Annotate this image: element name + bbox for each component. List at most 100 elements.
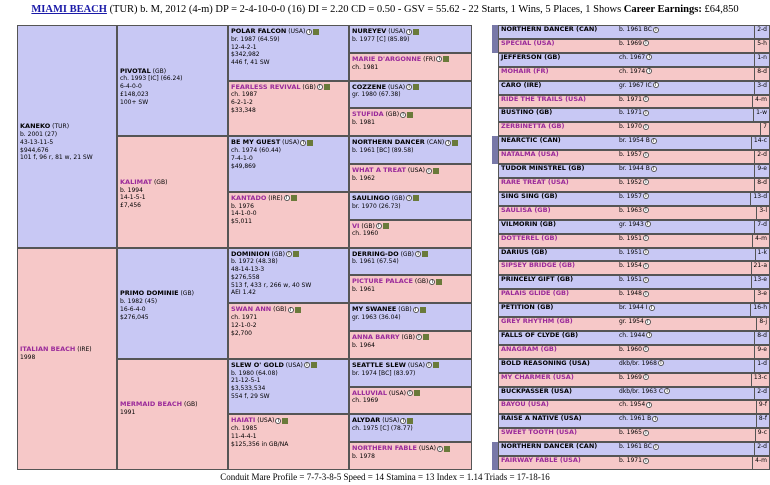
ancestor-name-link[interactable]: ANNA BARRY — [352, 332, 400, 341]
ancestor-name-link[interactable]: NUREYEV — [352, 27, 387, 35]
info-icon[interactable]: i — [642, 276, 649, 283]
video-icon[interactable] — [432, 167, 439, 174]
info-icon[interactable]: i — [657, 360, 664, 367]
ancestor-name-link[interactable]: ZERBINETTA (GB) — [501, 122, 565, 131]
info-icon[interactable]: i — [642, 249, 649, 255]
video-icon[interactable] — [414, 390, 420, 397]
info-icon[interactable]: i — [400, 111, 407, 118]
video-icon[interactable] — [282, 417, 289, 424]
ancestor-name-link[interactable]: RARE TREAT (USA) — [501, 177, 569, 186]
info-icon[interactable]: i — [400, 417, 407, 424]
info-icon[interactable]: i — [306, 28, 313, 35]
info-icon[interactable]: i — [642, 235, 649, 242]
video-icon[interactable] — [293, 251, 299, 257]
ancestor-name-link[interactable]: MOHAIR (FR) — [501, 66, 549, 75]
info-icon[interactable]: i — [644, 318, 651, 325]
ancestor-name-link[interactable]: POLAR FALCON — [231, 27, 287, 35]
info-icon[interactable]: i — [642, 374, 649, 381]
info-icon[interactable]: i — [652, 415, 659, 422]
info-icon[interactable]: i — [286, 251, 292, 257]
info-icon[interactable]: i — [412, 306, 419, 313]
ancestor-name-link[interactable]: MY SWANEE — [352, 305, 397, 314]
video-icon[interactable] — [310, 362, 317, 369]
video-icon[interactable] — [382, 223, 389, 230]
info-icon[interactable]: i — [642, 109, 649, 116]
info-icon[interactable]: i — [642, 429, 649, 436]
ancestor-name-link[interactable]: FALLS OF CLYDE (GB) — [501, 330, 579, 339]
ancestor-name-link[interactable]: MERMAID BEACH — [120, 400, 183, 409]
ancestor-name-link[interactable]: RAISE A NATIVE (USA) — [501, 414, 582, 423]
ancestor-name-link[interactable]: MARIE D'ARGONNE — [352, 54, 422, 63]
ancestor-name-link[interactable]: SEATTLE SLEW — [352, 360, 406, 369]
info-icon[interactable]: i — [650, 137, 657, 144]
info-icon[interactable]: i — [283, 195, 290, 202]
info-icon[interactable]: i — [652, 82, 659, 89]
video-icon[interactable] — [313, 28, 320, 35]
ancestor-name-link[interactable]: JEFFERSON (GB) — [501, 52, 561, 61]
info-icon[interactable]: i — [303, 362, 310, 369]
info-icon[interactable]: i — [406, 28, 413, 35]
video-icon[interactable] — [407, 111, 414, 118]
ancestor-name-link[interactable]: DERRING-DO — [352, 249, 399, 258]
info-icon[interactable]: i — [642, 179, 649, 186]
ancestor-name-link[interactable]: NATALMA (USA) — [501, 150, 559, 159]
info-icon[interactable]: i — [425, 167, 432, 174]
ancestor-name-link[interactable]: NORTHERN DANCER (CAN) — [501, 25, 598, 33]
video-icon[interactable] — [407, 417, 414, 424]
info-icon[interactable]: i — [445, 139, 452, 146]
ancestor-name-link[interactable]: PRINCELY GIFT (GB) — [501, 275, 574, 284]
ancestor-name-link[interactable]: HAIATI — [231, 416, 256, 425]
video-icon[interactable] — [419, 306, 426, 313]
info-icon[interactable]: i — [436, 445, 443, 452]
info-icon[interactable]: i — [642, 193, 649, 200]
ancestor-name-link[interactable]: TUDOR MINSTREL (GB) — [501, 164, 585, 173]
info-icon[interactable]: i — [415, 334, 422, 341]
ancestor-name-link[interactable]: BE MY GUEST — [231, 138, 281, 147]
video-icon[interactable] — [432, 362, 439, 369]
video-icon[interactable] — [413, 84, 420, 91]
info-icon[interactable]: i — [642, 123, 649, 130]
ancestor-name-link[interactable]: PIVOTAL — [120, 66, 151, 75]
info-icon[interactable]: i — [316, 84, 323, 91]
ancestor-name-link[interactable]: KANTADO — [231, 193, 267, 202]
info-icon[interactable]: i — [650, 165, 657, 172]
ancestor-name-link[interactable]: PETITION (GB) — [501, 303, 554, 312]
info-icon[interactable]: i — [406, 84, 413, 91]
ancestor-name-link[interactable]: VI — [352, 221, 360, 230]
info-icon[interactable]: i — [642, 96, 649, 103]
ancestor-name-link[interactable]: ALLUVIAL — [352, 388, 387, 397]
info-icon[interactable]: i — [642, 346, 649, 353]
info-icon[interactable]: i — [642, 40, 649, 47]
info-icon[interactable]: i — [406, 195, 413, 202]
info-icon[interactable]: i — [644, 221, 651, 228]
ancestor-name-link[interactable]: DOMINION — [231, 249, 270, 258]
video-icon[interactable] — [413, 28, 420, 35]
video-icon[interactable] — [413, 195, 420, 202]
ancestor-name-link[interactable]: NEARCTIC (CAN) — [501, 136, 561, 145]
info-icon[interactable]: i — [664, 388, 671, 395]
ancestor-name-link[interactable]: KALIMAT — [120, 177, 153, 186]
info-icon[interactable]: i — [407, 390, 413, 397]
info-icon[interactable]: i — [653, 443, 659, 450]
info-icon[interactable]: i — [275, 417, 282, 424]
ancestor-name-link[interactable]: SAULISA (GB) — [501, 205, 551, 214]
ancestor-name-link[interactable]: SWAN ANN — [231, 305, 272, 314]
ancestor-name-link[interactable]: PALAIS GLIDE (GB) — [501, 289, 569, 298]
ancestor-name-link[interactable]: KANEKO — [20, 122, 51, 131]
ancestor-name-link[interactable]: NORTHERN DANCER — [352, 138, 425, 147]
ancestor-name-link[interactable]: MY CHARMER (USA) — [501, 372, 574, 381]
ancestor-name-link[interactable]: SING SING (GB) — [501, 191, 558, 200]
ancestor-name-link[interactable]: ALYDAR — [352, 416, 381, 425]
video-icon[interactable] — [436, 278, 443, 285]
info-icon[interactable]: i — [642, 207, 649, 214]
video-icon[interactable] — [452, 139, 459, 146]
info-icon[interactable]: i — [425, 362, 432, 369]
ancestor-name-link[interactable]: SWEET TOOTH (USA) — [501, 428, 577, 437]
ancestor-name-link[interactable]: GREY RHYTHM (GB) — [501, 317, 573, 326]
video-icon[interactable] — [294, 306, 301, 313]
ancestor-name-link[interactable]: DOTTEREL (GB) — [501, 233, 558, 242]
info-icon[interactable]: i — [646, 401, 653, 408]
ancestor-name-link[interactable]: PRIMO DOMINIE — [120, 289, 179, 298]
ancestor-name-link[interactable]: RIDE THE TRAILS (USA) — [501, 94, 587, 103]
video-icon[interactable] — [290, 195, 297, 202]
